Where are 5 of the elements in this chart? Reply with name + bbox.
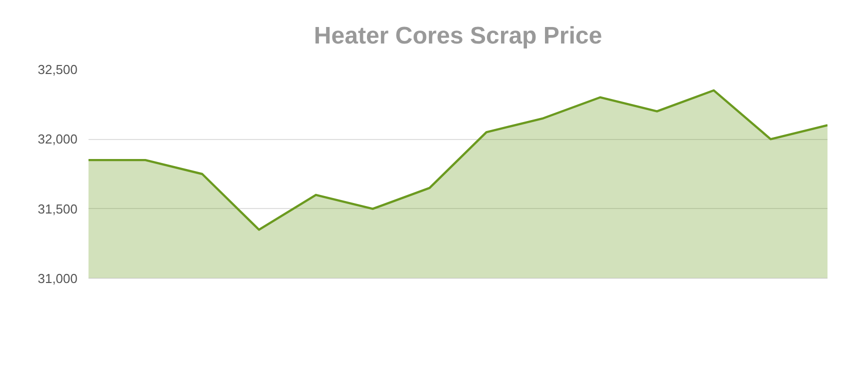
chart-title: Heater Cores Scrap Price: [314, 22, 602, 50]
y-tick-label: 32,500: [38, 62, 78, 77]
y-tick-label: 31,000: [38, 271, 78, 286]
y-tick-label: 32,000: [38, 132, 78, 147]
y-tick-label: 31,500: [38, 201, 78, 216]
